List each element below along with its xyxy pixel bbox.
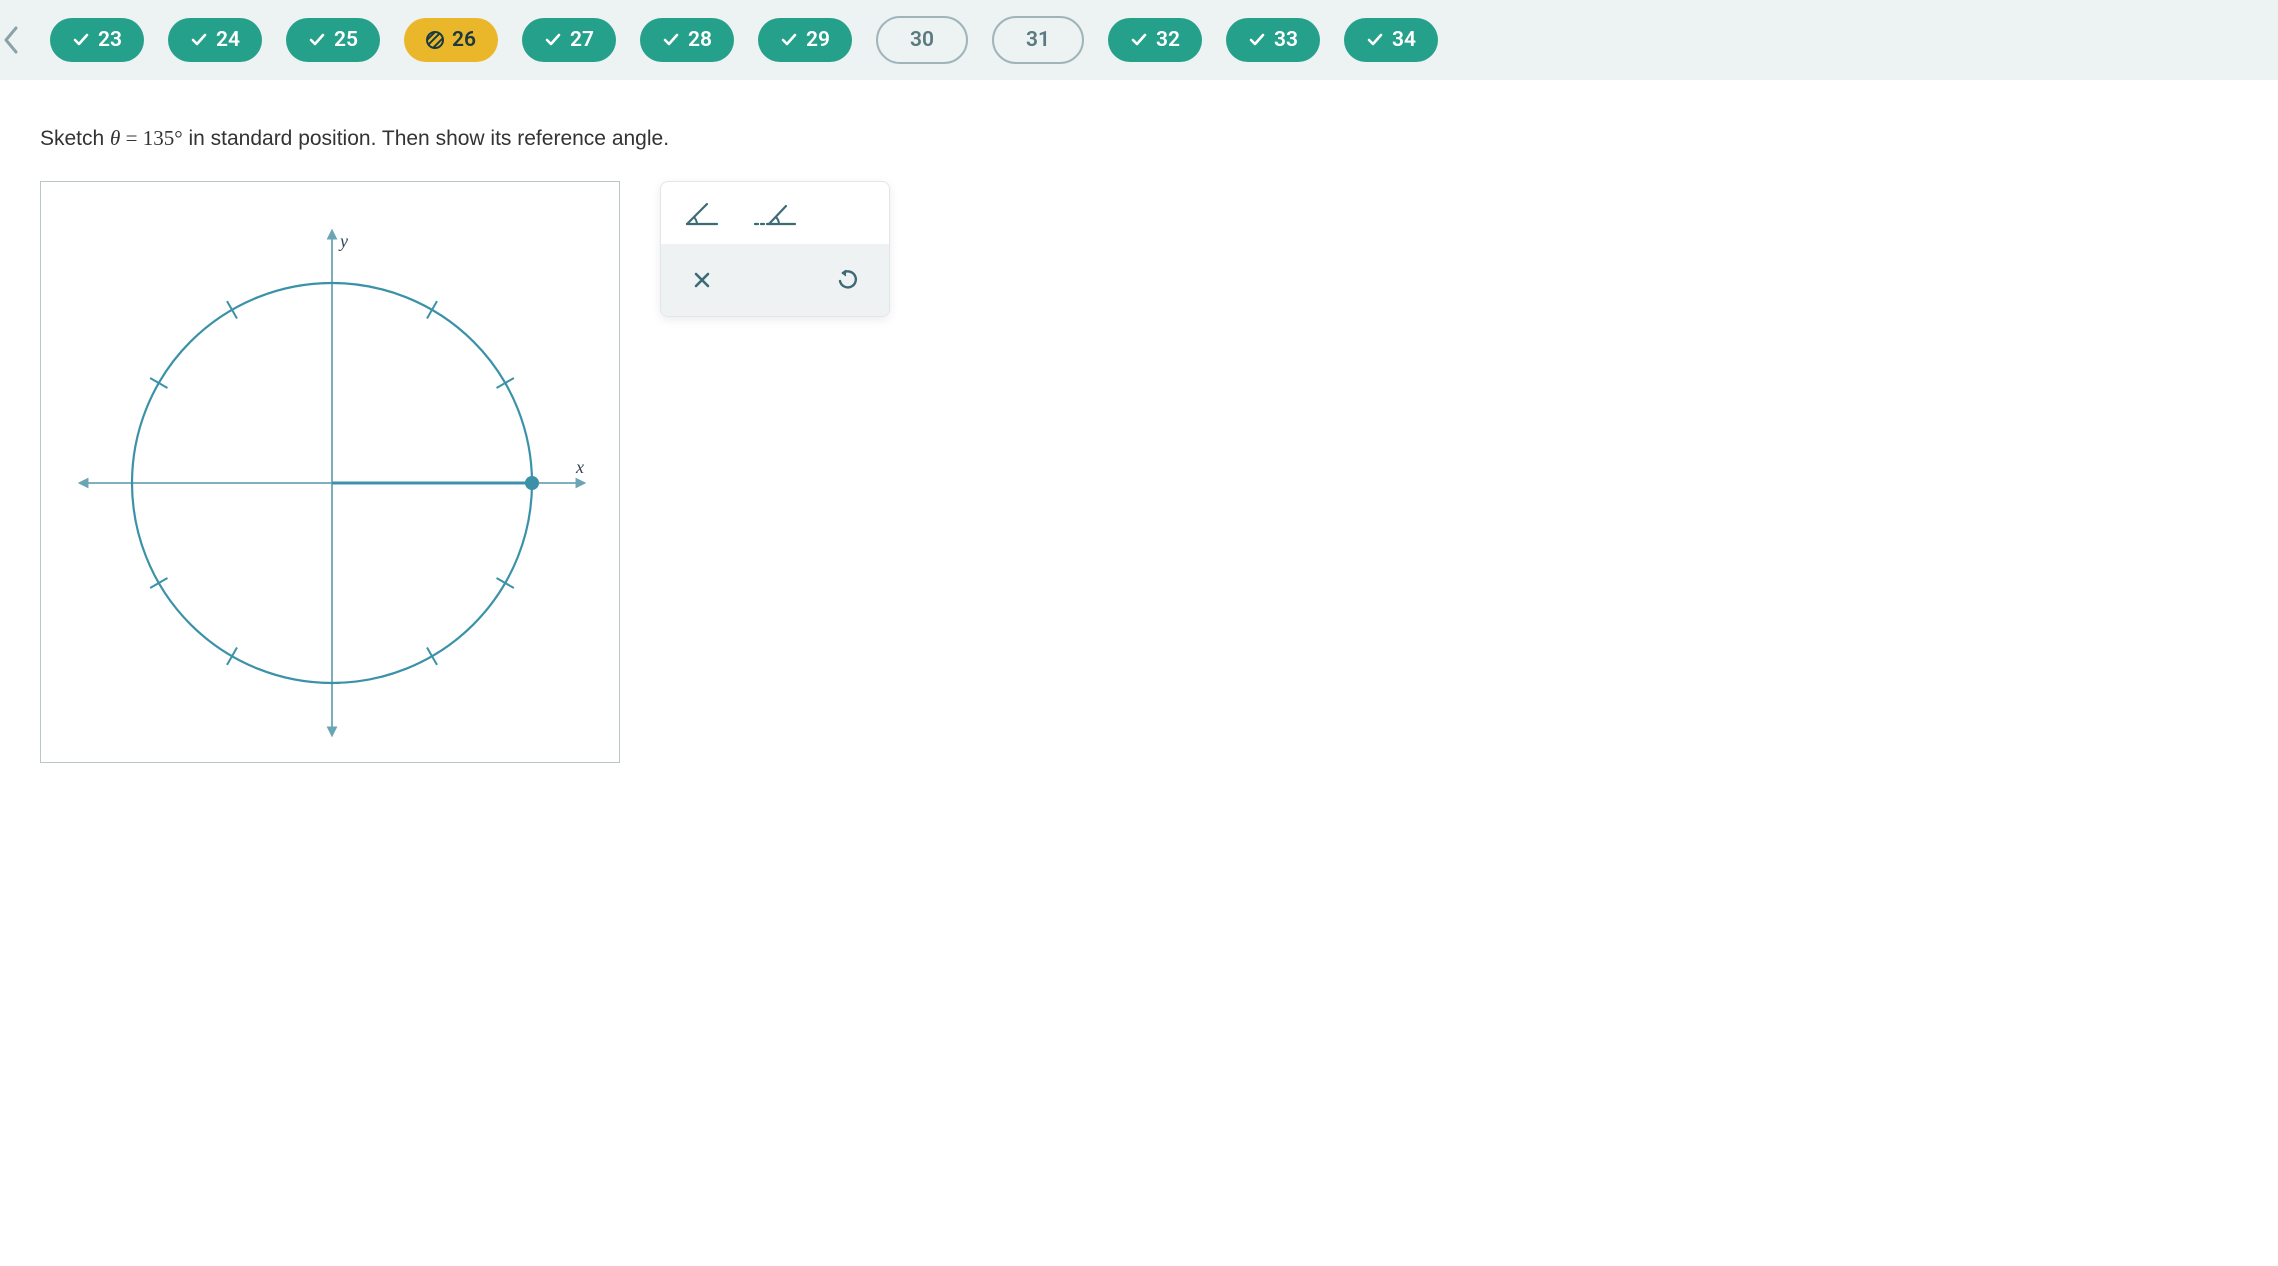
nav-item-label: 23 — [98, 28, 122, 52]
nav-item-33[interactable]: 33 — [1226, 18, 1320, 62]
nav-item-label: 32 — [1156, 28, 1180, 52]
clear-button[interactable] — [677, 260, 727, 300]
check-icon — [1366, 31, 1384, 49]
nav-item-label: 33 — [1274, 28, 1298, 52]
undo-button[interactable] — [823, 260, 873, 300]
in-progress-icon — [426, 31, 444, 49]
nav-item-label: 31 — [1026, 28, 1050, 52]
prompt-angle: 135° — [143, 126, 183, 150]
check-icon — [1130, 31, 1148, 49]
nav-item-label: 28 — [688, 28, 712, 52]
nav-item-31[interactable]: 31 — [992, 16, 1084, 64]
question-nav: 23 24 25 26 27 — [0, 0, 2278, 80]
check-icon — [308, 31, 326, 49]
nav-item-26[interactable]: 26 — [404, 18, 498, 62]
nav-prev-icon[interactable] — [0, 24, 26, 56]
check-icon — [190, 31, 208, 49]
main-row: xy — [40, 181, 2238, 763]
prompt-theta: θ — [110, 126, 120, 150]
nav-item-label: 24 — [216, 28, 240, 52]
prompt-prefix: Sketch — [40, 127, 110, 150]
reference-angle-tool-button[interactable] — [751, 194, 801, 234]
nav-item-29[interactable]: 29 — [758, 18, 852, 62]
nav-item-label: 30 — [910, 28, 934, 52]
check-icon — [544, 31, 562, 49]
prompt-eq: = — [120, 126, 142, 150]
nav-item-28[interactable]: 28 — [640, 18, 734, 62]
tool-panel — [660, 181, 890, 317]
check-icon — [780, 31, 798, 49]
nav-item-label: 29 — [806, 28, 830, 52]
nav-item-label: 26 — [452, 28, 476, 52]
nav-item-34[interactable]: 34 — [1344, 18, 1438, 62]
check-icon — [72, 31, 90, 49]
check-icon — [662, 31, 680, 49]
nav-item-label: 25 — [334, 28, 358, 52]
unit-circle-svg: xy — [42, 183, 618, 761]
nav-item-23[interactable]: 23 — [50, 18, 144, 62]
nav-item-25[interactable]: 25 — [286, 18, 380, 62]
nav-item-32[interactable]: 32 — [1108, 18, 1202, 62]
prompt-suffix: in standard position. Then show its refe… — [183, 127, 669, 150]
svg-text:y: y — [338, 231, 348, 251]
content: Sketch θ = 135° in standard position. Th… — [0, 80, 2278, 809]
nav-item-label: 27 — [570, 28, 594, 52]
unit-circle-canvas[interactable]: xy — [40, 181, 620, 763]
question-prompt: Sketch θ = 135° in standard position. Th… — [40, 126, 2238, 151]
nav-item-label: 34 — [1392, 28, 1416, 52]
check-icon — [1248, 31, 1266, 49]
nav-item-24[interactable]: 24 — [168, 18, 262, 62]
svg-text:x: x — [575, 457, 584, 477]
nav-item-27[interactable]: 27 — [522, 18, 616, 62]
angle-tool-button[interactable] — [677, 194, 727, 234]
nav-item-30[interactable]: 30 — [876, 16, 968, 64]
